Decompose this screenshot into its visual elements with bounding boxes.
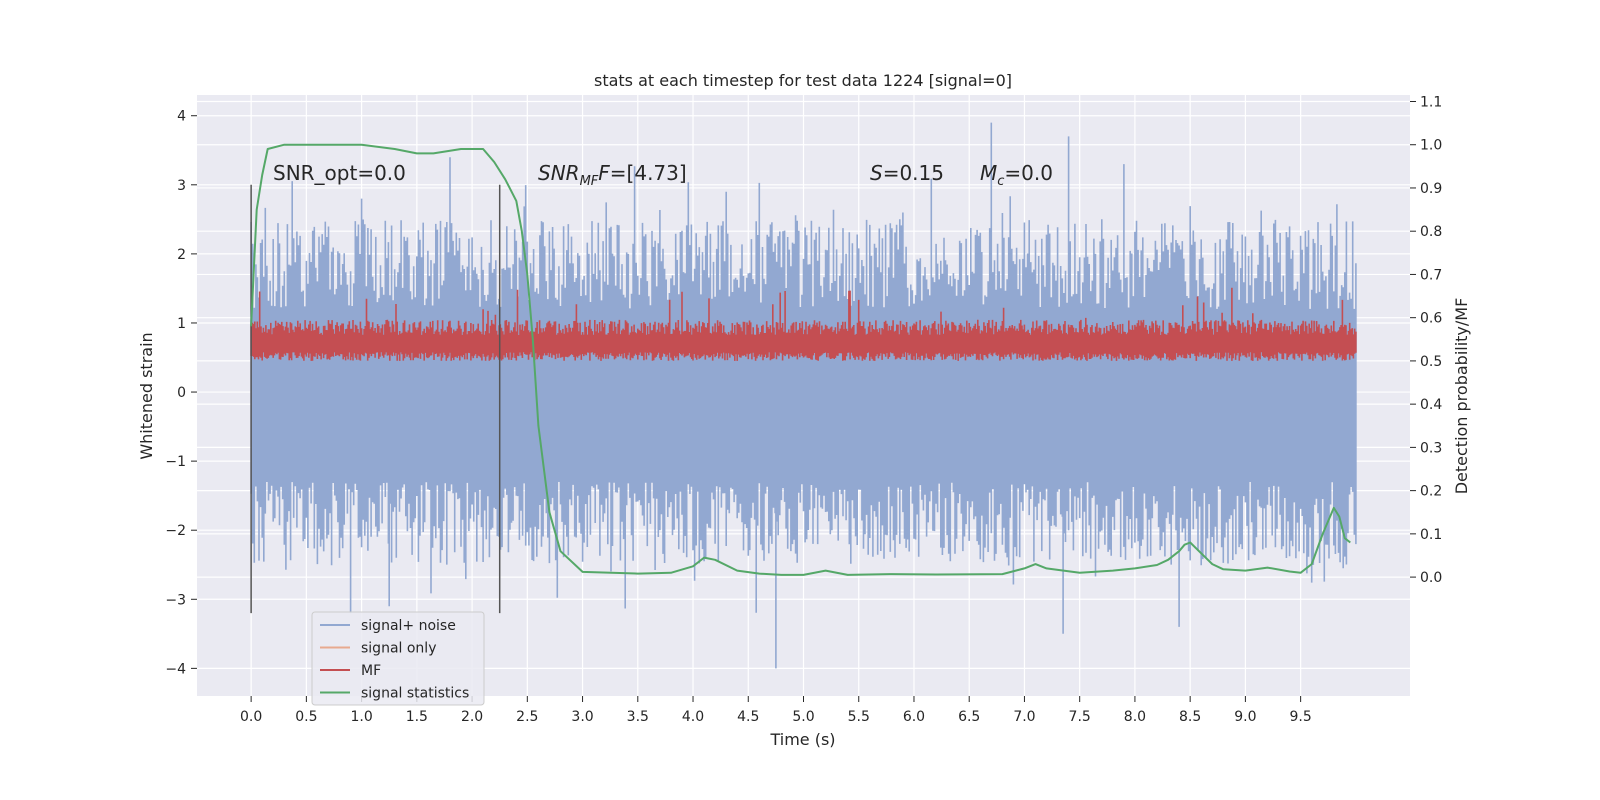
- x-tick-label: 8.0: [1124, 709, 1146, 725]
- y-tick-label: 0: [177, 385, 186, 401]
- x-tick-label: 2.5: [516, 709, 538, 725]
- chart-title: stats at each timestep for test data 122…: [594, 71, 1012, 90]
- x-tick-label: 3.0: [571, 709, 593, 725]
- x-tick-label: 4.0: [682, 709, 704, 725]
- x-tick-label: 4.5: [737, 709, 759, 725]
- x-tick-label: 0.0: [240, 709, 262, 725]
- y-right-tick-label: 0.9: [1420, 181, 1442, 197]
- annotation-snr-mf: SNRMFF=[4.73]: [538, 161, 687, 189]
- y-right-tick-label: 0.3: [1420, 440, 1442, 456]
- y-axis-ticks: 4 3 2 1 0 −1 −2 −3 −4: [165, 109, 197, 677]
- legend: signal+ noise signal only MF signal statist…: [311, 611, 485, 706]
- legend-label: signal only: [361, 641, 436, 657]
- annotation-mc: Mc=0.0: [980, 161, 1053, 189]
- legend-label: signal+ noise: [361, 618, 456, 634]
- y-axis-right-ticks: 1.1 1.0 0.9 0.8 0.7 0.6 0.5 0.4 0.3 0.2 0.1 0.0: [1410, 94, 1442, 586]
- y-right-tick-label: 0.6: [1420, 311, 1442, 327]
- annotation-s-symbol: S: [870, 161, 883, 185]
- y-right-tick-label: 1.1: [1420, 94, 1442, 110]
- y-right-tick-label: 0.1: [1420, 527, 1442, 543]
- annotation-mc-subscript: c: [997, 174, 1004, 189]
- annotation-s-value: =0.15: [883, 161, 944, 185]
- annotation-s: S=0.15: [870, 161, 944, 185]
- x-tick-label: 7.0: [1013, 709, 1035, 725]
- x-tick-label: 5.5: [848, 709, 870, 725]
- y-right-tick-label: 0.5: [1420, 354, 1442, 370]
- legend-box: [311, 611, 485, 706]
- annotation-mc-symbol: M: [980, 161, 997, 185]
- annotation-snr-mf-subscript: MF: [580, 174, 599, 189]
- y-tick-label: 3: [177, 178, 186, 194]
- y-right-tick-label: 1.0: [1420, 138, 1442, 154]
- y-tick-label: −2: [165, 523, 186, 539]
- x-axis-label: Time (s): [769, 730, 835, 749]
- x-tick-label: 1.0: [350, 709, 372, 725]
- y-tick-label: 4: [177, 109, 186, 125]
- legend-label: MF: [361, 663, 381, 679]
- x-tick-label: 5.0: [792, 709, 814, 725]
- y-tick-label: −1: [165, 454, 186, 470]
- y-tick-label: 1: [177, 316, 186, 332]
- annotation-snr-mf-symbol2: F: [598, 161, 610, 185]
- y-axis-right-label: Detection probability/MF: [1452, 298, 1471, 495]
- y-tick-label: 2: [177, 247, 186, 263]
- vertical-markers: [250, 184, 501, 614]
- y-tick-label: −3: [165, 592, 186, 608]
- y-axis-label: Whitened strain: [137, 332, 156, 459]
- y-tick-label: −4: [165, 661, 186, 677]
- annotation-mc-value: =0.0: [1004, 161, 1053, 185]
- y-right-tick-label: 0.7: [1420, 267, 1442, 283]
- series-signal-statistics: [250, 143, 1351, 576]
- y-right-tick-label: 0.0: [1420, 570, 1442, 586]
- y-right-tick-label: 0.2: [1420, 484, 1442, 500]
- legend-label: signal statistics: [361, 686, 469, 702]
- x-tick-label: 6.5: [958, 709, 980, 725]
- x-tick-label: 9.5: [1289, 709, 1311, 725]
- x-axis-ticks: 0.0 0.5 1.0 1.5 2.0 2.5 3.0 3.5 4.0 4.5 5.0 5.5 6.0 6…: [240, 696, 1312, 725]
- y-right-tick-label: 0.8: [1420, 224, 1442, 240]
- annotation-snr-opt: SNR_opt=0.0: [273, 161, 406, 185]
- x-tick-label: 3.5: [627, 709, 649, 725]
- x-tick-label: 0.5: [295, 709, 317, 725]
- x-tick-label: 7.5: [1069, 709, 1091, 725]
- x-tick-label: 9.0: [1234, 709, 1256, 725]
- annotation-snr-mf-symbol: SNR: [538, 161, 580, 185]
- annotation-snr-mf-value: =[4.73]: [610, 161, 687, 185]
- x-tick-label: 8.5: [1179, 709, 1201, 725]
- x-tick-label: 1.5: [406, 709, 428, 725]
- x-tick-label: 2.0: [461, 709, 483, 725]
- y-right-tick-label: 0.4: [1420, 397, 1442, 413]
- x-tick-label: 6.0: [903, 709, 925, 725]
- signal-statistics-line: [250, 143, 1351, 576]
